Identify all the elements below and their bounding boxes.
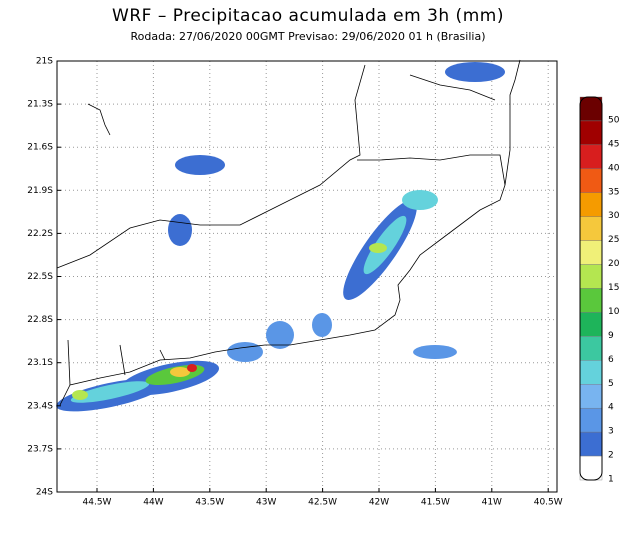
lat-label: 22.2S [27, 229, 53, 239]
colorbar-label: 6 [608, 355, 614, 365]
colorbar-swatch [579, 407, 603, 433]
colorbar-swatch [579, 264, 603, 289]
lon-label: 41.5W [421, 498, 450, 508]
colorbar: 50 45 40 35 30 25 20 15 10 9 6 5 4 3 2 1 [579, 96, 620, 485]
colorbar-swatch [579, 384, 603, 409]
colorbar-label: 1 [608, 475, 614, 485]
colorbar-swatch [579, 431, 603, 457]
lat-label: 23.4S [27, 401, 53, 411]
lat-label: 21.9S [27, 186, 53, 196]
grid [57, 61, 557, 492]
colorbar-swatch [579, 96, 603, 122]
colorbar-label: 5 [608, 379, 614, 389]
lat-label: 22.8S [27, 315, 53, 325]
lat-label: 21.6S [27, 143, 53, 153]
colorbar-label: 50 [608, 115, 620, 125]
lon-label: 44.5W [83, 498, 112, 508]
axes: 21S 21.3S 21.6S 21.9S 22.2S 22.5S 22.8S 23.1S 23… [27, 57, 563, 508]
colorbar-label: 45 [608, 139, 619, 149]
colorbar-swatch [579, 312, 603, 337]
lat-label: 23.1S [27, 358, 53, 368]
colorbar-swatch [579, 336, 603, 361]
subtitle: Rodada: 27/06/2020 00GMT Previsao: 29/06… [130, 30, 485, 43]
colorbar-swatch [579, 288, 603, 313]
lat-label: 21.3S [27, 100, 53, 110]
colorbar-label: 9 [608, 331, 614, 341]
lon-label: 43W [256, 498, 276, 508]
title: WRF – Precipitacao acumulada em 3h (mm) [112, 6, 504, 26]
colorbar-label: 20 [608, 259, 620, 269]
lon-label: 42.5W [308, 498, 337, 508]
colorbar-label: 35 [608, 187, 619, 197]
precipitation [56, 62, 505, 412]
colorbar-swatch [579, 240, 603, 265]
colorbar-label: 15 [608, 283, 619, 293]
lat-label: 22.5S [27, 272, 53, 282]
colorbar-label: 3 [608, 427, 614, 437]
lon-label: 41W [482, 498, 502, 508]
lon-label: 44W [143, 498, 163, 508]
coastlines [56, 59, 521, 406]
colorbar-label: 2 [608, 451, 614, 461]
lat-label: 23.7S [27, 444, 53, 454]
lon-label: 42W [369, 498, 389, 508]
colorbar-swatch [579, 168, 603, 193]
colorbar-label: 25 [608, 235, 619, 245]
colorbar-swatch [579, 360, 603, 385]
colorbar-swatch [579, 144, 603, 170]
lon-label: 43.5W [195, 498, 224, 508]
colorbar-label: 30 [608, 211, 620, 221]
colorbar-swatch [579, 216, 603, 241]
colorbar-frame [579, 96, 603, 481]
colorbar-label: 10 [608, 307, 620, 317]
colorbar-swatch [579, 455, 603, 481]
colorbar-label: 40 [608, 163, 620, 173]
lat-label: 21S [36, 57, 53, 67]
colorbar-label: 4 [608, 403, 614, 413]
colorbar-swatch [579, 120, 603, 146]
lon-label: 40.5W [534, 498, 563, 508]
colorbar-swatch [579, 192, 603, 217]
lat-label: 24S [36, 488, 53, 498]
